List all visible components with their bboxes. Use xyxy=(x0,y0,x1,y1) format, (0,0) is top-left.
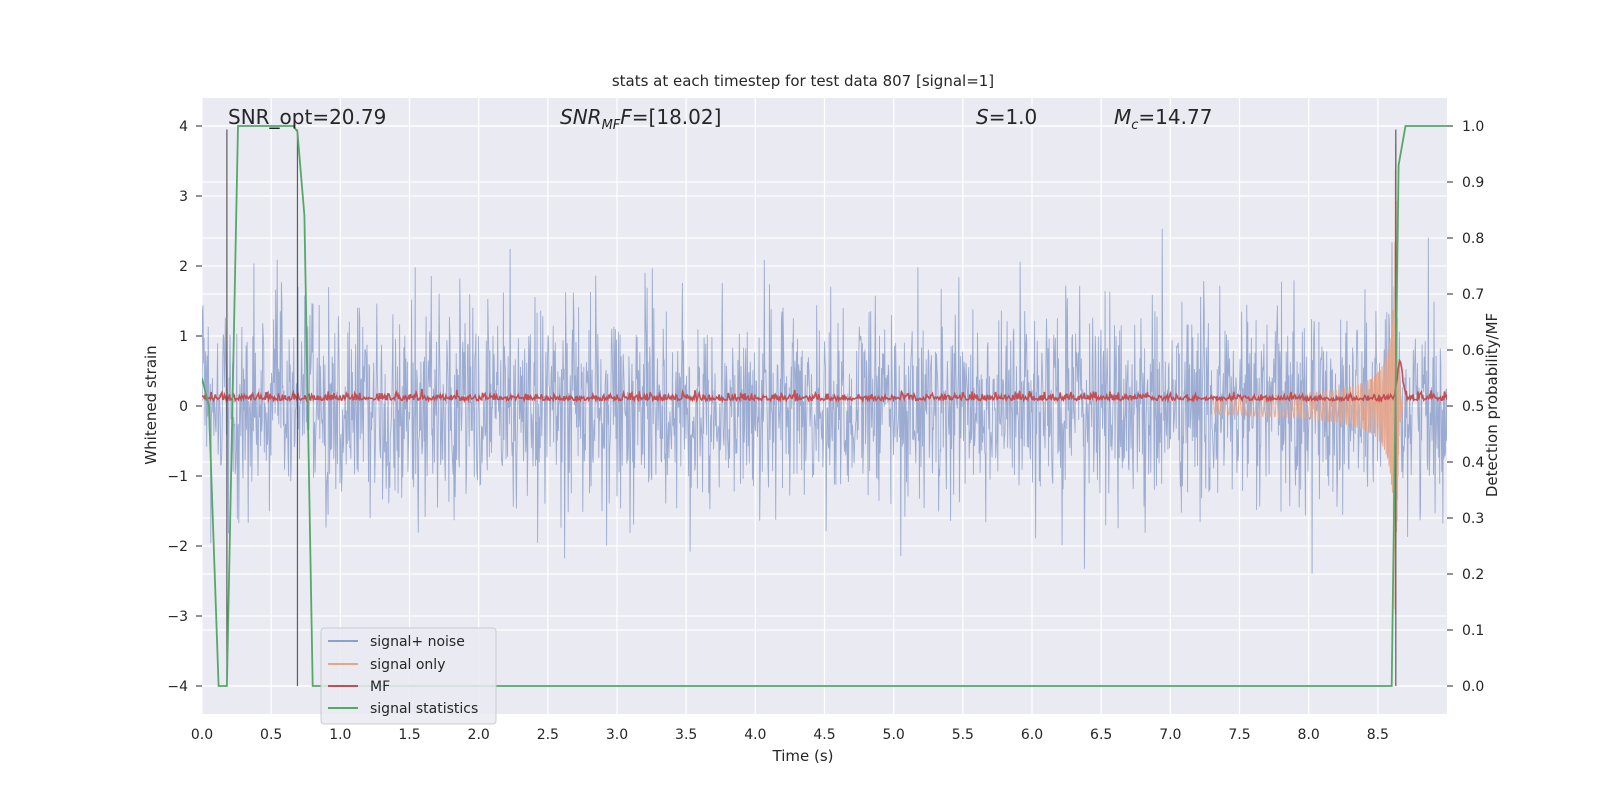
x-tick-label: 5.0 xyxy=(883,727,905,743)
y-tick-label-left: 4 xyxy=(179,119,188,135)
y-tick-label-left: −2 xyxy=(167,539,188,555)
legend-label-signal-only: signal only xyxy=(370,657,445,673)
legend: signal+ noise signal only MF signal stat… xyxy=(320,627,497,725)
x-tick-label: 8.0 xyxy=(1298,727,1320,743)
legend-label-signal-noise: signal+ noise xyxy=(370,634,465,650)
y-tick-label-right: 0.5 xyxy=(1462,399,1484,415)
x-tick-label: 2.0 xyxy=(468,727,490,743)
x-tick-label: 8.5 xyxy=(1367,727,1389,743)
y-tick-label-left: −3 xyxy=(167,609,188,625)
series-signal-noise xyxy=(202,228,1447,574)
y-tick-label-right: 0.9 xyxy=(1462,175,1484,191)
x-tick-label: 6.5 xyxy=(1090,727,1112,743)
y-tick-label-left: 1 xyxy=(179,329,188,345)
x-tick-label: 1.0 xyxy=(329,727,351,743)
x-tick-label: 7.5 xyxy=(1228,727,1250,743)
y-tick-label-right: 0.6 xyxy=(1462,343,1484,359)
y-tick-label-left: 3 xyxy=(179,189,188,205)
x-tick-label: 2.5 xyxy=(537,727,559,743)
y-tick-label-left: 2 xyxy=(179,259,188,275)
y-tick-label-right: 0.2 xyxy=(1462,567,1484,583)
annotation-snr-opt: SNR_opt=20.79 xyxy=(228,105,386,129)
plot-series xyxy=(202,125,1447,687)
x-tick-label: 5.5 xyxy=(952,727,974,743)
series-mf xyxy=(202,358,1447,404)
series-signal-statistics xyxy=(202,125,1447,687)
x-tick-label: 4.5 xyxy=(813,727,835,743)
annotation-s: S=1.0 xyxy=(976,105,1037,129)
annotation-mc: Mc=14.77 xyxy=(1114,105,1212,133)
y-tick-label-right: 1.0 xyxy=(1462,119,1484,135)
x-tick-label: 0.5 xyxy=(260,727,282,743)
x-tick-label: 1.5 xyxy=(398,727,420,743)
grid xyxy=(201,98,1447,714)
y-tick-label-right: 0.0 xyxy=(1462,679,1484,695)
x-tick-label: 3.5 xyxy=(675,727,697,743)
y-tick-label-left: −4 xyxy=(167,679,188,695)
x-tick-label: 7.0 xyxy=(1159,727,1181,743)
y-tick-label-right: 0.8 xyxy=(1462,231,1484,247)
y-tick-label-right: 0.3 xyxy=(1462,511,1484,527)
x-tick-label: 6.0 xyxy=(1021,727,1043,743)
legend-label-mf: MF xyxy=(370,679,390,695)
chart-title: stats at each timestep for test data 807… xyxy=(612,72,994,90)
x-tick-label: 3.0 xyxy=(606,727,628,743)
x-tick-label: 4.0 xyxy=(744,727,766,743)
y-axis-label-right: Detection probability/MF xyxy=(1483,313,1501,497)
annotation-snr-mf: SNRMFF=[18.02] xyxy=(560,105,721,133)
x-axis-label: Time (s) xyxy=(772,747,834,765)
y-tick-label-right: 0.1 xyxy=(1462,623,1484,639)
y-axis-label-left: Whitened strain xyxy=(142,345,160,464)
y-tick-label-right: 0.7 xyxy=(1462,287,1484,303)
legend-box xyxy=(320,627,497,725)
y-tick-label-left: 0 xyxy=(179,399,188,415)
y-tick-label-right: 0.4 xyxy=(1462,455,1484,471)
ticks: 0.0 0.5 1.0 1.5 2.0 2.5 3.0 3.5 4.0 4.5 5.0 5.5 6.0 6… xyxy=(167,119,1484,743)
x-tick-label: 0.0 xyxy=(191,727,213,743)
legend-label-signal-statistics: signal statistics xyxy=(370,701,478,717)
y-tick-label-left: −1 xyxy=(167,469,188,485)
